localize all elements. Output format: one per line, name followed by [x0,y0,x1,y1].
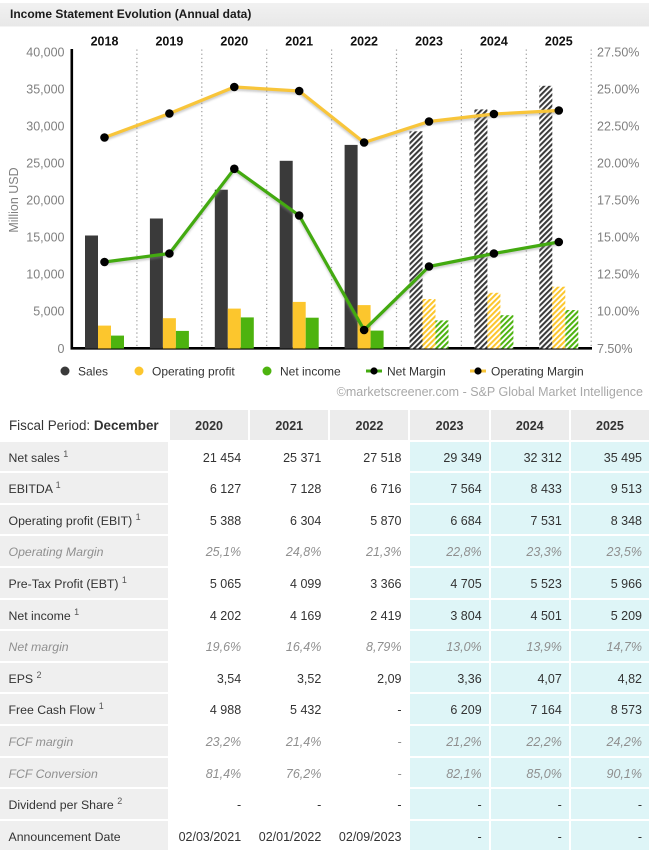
svg-text:25,000: 25,000 [26,157,64,171]
svg-text:30,000: 30,000 [26,119,64,133]
svg-text:20,000: 20,000 [26,194,64,208]
svg-text:Net Margin: Net Margin [387,365,446,379]
svg-text:10,000: 10,000 [26,268,64,282]
svg-text:7.50%: 7.50% [597,342,632,356]
svg-text:Sales: Sales [78,365,108,379]
svg-text:27.50%: 27.50% [597,45,639,59]
svg-text:2021: 2021 [285,35,313,49]
svg-text:25.00%: 25.00% [597,82,639,96]
svg-text:40,000: 40,000 [26,45,64,59]
svg-text:17.50%: 17.50% [597,194,639,208]
svg-text:20.00%: 20.00% [597,157,639,171]
svg-text:5,000: 5,000 [33,305,64,319]
svg-text:35,000: 35,000 [26,82,64,96]
svg-text:Income Statement Evolution (An: Income Statement Evolution (Annual data) [10,7,251,21]
svg-text:©marketscreener.com - S&P Glob: ©marketscreener.com - S&P Global Market … [337,385,643,399]
svg-text:2022: 2022 [350,35,378,49]
svg-text:2019: 2019 [155,35,183,49]
svg-text:15,000: 15,000 [26,231,64,245]
svg-text:2023: 2023 [415,35,443,49]
svg-text:10.00%: 10.00% [597,305,639,319]
svg-text:Net income: Net income [280,365,341,379]
svg-text:2018: 2018 [91,35,119,49]
svg-text:Million USD: Million USD [7,167,21,232]
svg-text:15.00%: 15.00% [597,231,639,245]
svg-text:0: 0 [58,342,65,356]
svg-text:12.50%: 12.50% [597,268,639,282]
svg-text:Operating Margin: Operating Margin [491,365,584,379]
svg-text:22.50%: 22.50% [597,119,639,133]
svg-text:2024: 2024 [480,35,508,49]
svg-text:Operating profit: Operating profit [152,365,235,379]
svg-text:2020: 2020 [220,35,248,49]
svg-text:2025: 2025 [545,35,573,49]
